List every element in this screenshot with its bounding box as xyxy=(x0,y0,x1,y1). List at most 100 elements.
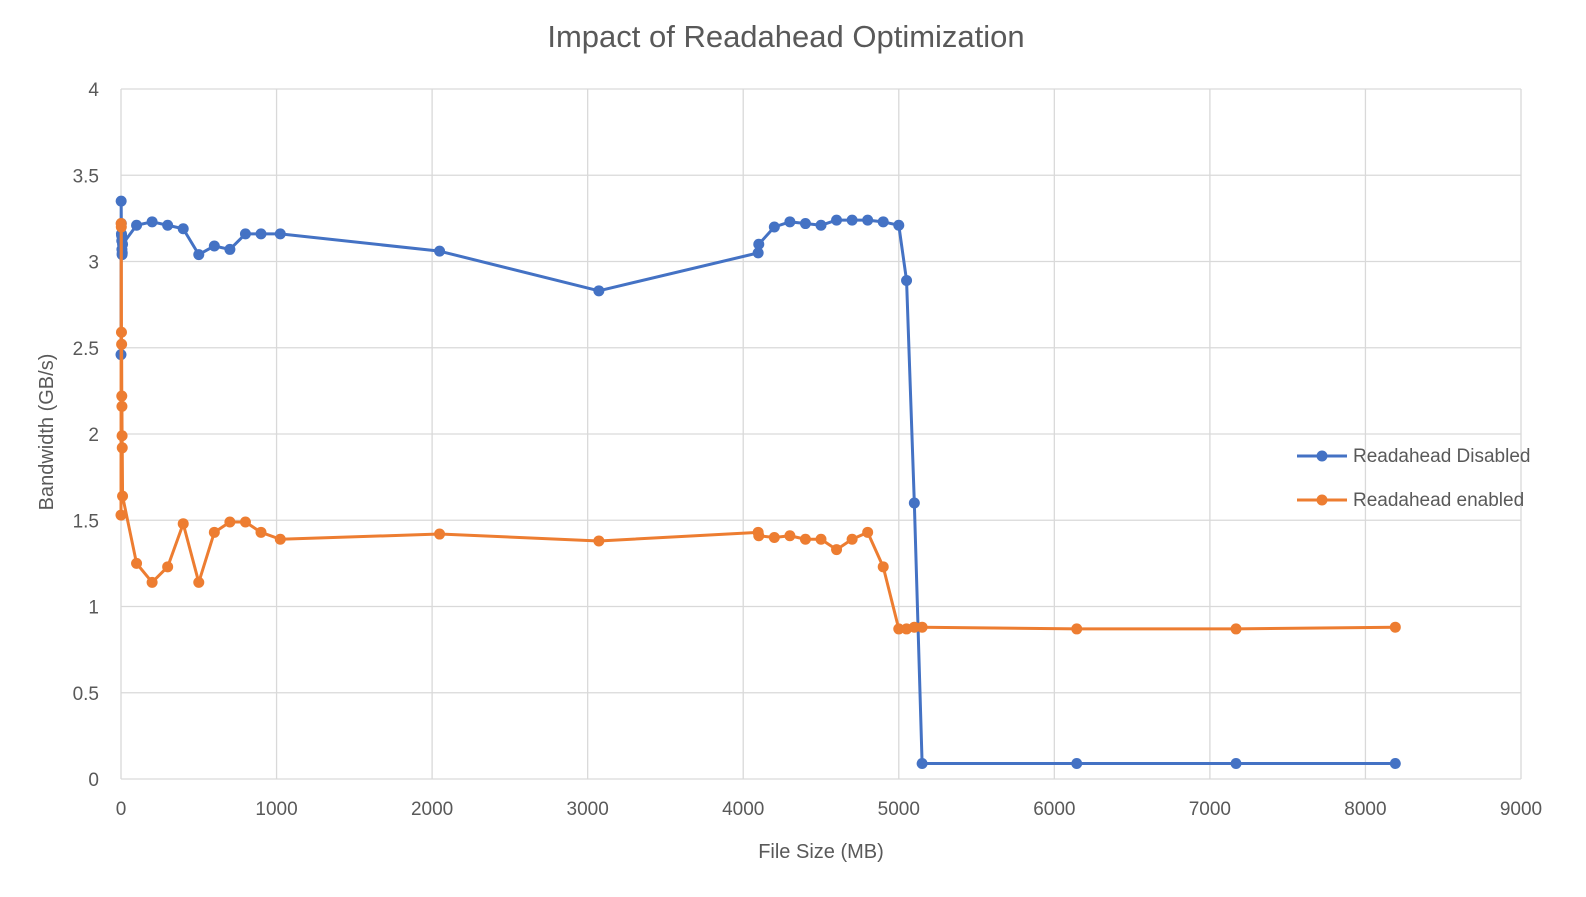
data-point-readahead-disabled[interactable] xyxy=(224,243,236,255)
legend-marker-readahead-enabled xyxy=(1316,494,1328,506)
data-point-readahead-disabled[interactable] xyxy=(893,219,905,231)
y-axis-title: Bandwidth (GB/s) xyxy=(36,354,58,511)
data-point-readahead-disabled[interactable] xyxy=(593,285,605,297)
data-point-readahead-enabled[interactable] xyxy=(117,490,129,502)
y-tick-label: 4 xyxy=(88,80,99,101)
data-point-readahead-enabled[interactable] xyxy=(162,561,174,573)
data-point-readahead-enabled[interactable] xyxy=(116,430,128,442)
data-point-readahead-enabled[interactable] xyxy=(784,530,796,542)
x-tick-label: 4000 xyxy=(722,799,764,820)
data-point-readahead-disabled[interactable] xyxy=(131,219,143,231)
data-point-readahead-disabled[interactable] xyxy=(146,216,158,228)
data-point-readahead-enabled[interactable] xyxy=(255,526,267,538)
data-point-readahead-disabled[interactable] xyxy=(274,228,286,240)
data-point-readahead-disabled[interactable] xyxy=(815,219,827,231)
data-point-readahead-disabled[interactable] xyxy=(434,245,446,257)
data-point-readahead-disabled[interactable] xyxy=(208,240,220,252)
y-tick-label: 3.5 xyxy=(73,166,99,187)
y-tick-label: 2.5 xyxy=(73,339,99,360)
legend-label-readahead-disabled: Readahead Disabled xyxy=(1353,446,1530,467)
data-point-readahead-disabled[interactable] xyxy=(877,216,889,228)
data-point-readahead-disabled[interactable] xyxy=(862,214,874,226)
data-point-readahead-enabled[interactable] xyxy=(1071,623,1083,635)
data-point-readahead-disabled[interactable] xyxy=(255,228,267,240)
data-point-readahead-enabled[interactable] xyxy=(115,509,127,521)
x-tick-label: 6000 xyxy=(1033,799,1075,820)
x-tick-label: 7000 xyxy=(1189,799,1231,820)
series-readahead-enabled xyxy=(115,218,1401,635)
x-axis-ticks: 0 1000 2000 3000 4000 5000 6000 7000 8000 9000 xyxy=(116,799,1542,820)
data-point-readahead-enabled[interactable] xyxy=(116,442,128,454)
data-point-readahead-disabled[interactable] xyxy=(177,223,189,235)
data-point-readahead-enabled[interactable] xyxy=(831,544,843,556)
x-tick-label: 8000 xyxy=(1344,799,1386,820)
data-point-readahead-disabled[interactable] xyxy=(239,228,251,240)
data-point-readahead-disabled[interactable] xyxy=(752,247,764,259)
data-point-readahead-enabled[interactable] xyxy=(846,533,858,545)
data-point-readahead-enabled[interactable] xyxy=(115,326,127,338)
data-point-readahead-enabled[interactable] xyxy=(208,526,220,538)
data-point-readahead-enabled[interactable] xyxy=(177,518,189,530)
data-point-readahead-disabled[interactable] xyxy=(1389,757,1401,769)
y-tick-label: 3 xyxy=(88,253,99,274)
legend-item-readahead-enabled[interactable]: Readahead enabled xyxy=(1297,490,1524,511)
x-tick-label: 9000 xyxy=(1500,799,1542,820)
data-point-readahead-enabled[interactable] xyxy=(815,533,827,545)
data-point-readahead-disabled[interactable] xyxy=(115,195,127,207)
data-point-readahead-enabled[interactable] xyxy=(434,528,446,540)
data-point-readahead-disabled[interactable] xyxy=(753,238,765,250)
data-point-readahead-enabled[interactable] xyxy=(116,338,128,350)
data-point-readahead-disabled[interactable] xyxy=(846,214,858,226)
data-point-readahead-enabled[interactable] xyxy=(768,532,780,543)
y-tick-label: 2 xyxy=(88,425,99,446)
y-tick-label: 0.5 xyxy=(73,684,99,705)
data-point-readahead-enabled[interactable] xyxy=(862,526,874,538)
x-axis-title: File Size (MB) xyxy=(758,841,884,863)
legend[interactable]: Readahead Disabled Readahead enabled xyxy=(1297,446,1530,511)
data-point-readahead-disabled[interactable] xyxy=(908,497,920,509)
data-point-readahead-enabled[interactable] xyxy=(274,533,286,545)
legend-item-readahead-disabled[interactable]: Readahead Disabled xyxy=(1297,446,1530,467)
data-point-readahead-enabled[interactable] xyxy=(1230,623,1242,635)
data-point-readahead-enabled[interactable] xyxy=(893,623,905,635)
y-tick-label: 1 xyxy=(88,598,99,619)
data-point-readahead-enabled[interactable] xyxy=(1389,621,1401,633)
data-point-readahead-enabled[interactable] xyxy=(799,533,811,545)
data-point-readahead-enabled[interactable] xyxy=(193,576,205,588)
data-point-readahead-disabled[interactable] xyxy=(1071,757,1083,769)
series-layer xyxy=(115,195,1401,769)
data-point-readahead-enabled[interactable] xyxy=(116,390,128,402)
x-tick-label: 1000 xyxy=(255,799,297,820)
chart-title: Impact of Readahead Optimization xyxy=(547,19,1024,54)
data-point-readahead-enabled[interactable] xyxy=(239,516,251,528)
data-point-readahead-disabled[interactable] xyxy=(916,757,928,769)
x-tick-label: 2000 xyxy=(411,799,453,820)
y-axis-ticks: 0 0.5 1 1.5 2 2.5 3 3.5 4 xyxy=(73,80,100,791)
y-tick-label: 1.5 xyxy=(73,511,99,532)
data-point-readahead-disabled[interactable] xyxy=(784,216,796,228)
data-point-readahead-disabled[interactable] xyxy=(799,218,811,230)
data-point-readahead-enabled[interactable] xyxy=(753,530,765,542)
data-point-readahead-enabled[interactable] xyxy=(146,576,158,588)
data-point-readahead-disabled[interactable] xyxy=(768,221,780,233)
data-point-readahead-disabled[interactable] xyxy=(1230,757,1242,769)
data-point-readahead-enabled[interactable] xyxy=(908,621,920,633)
data-point-readahead-disabled[interactable] xyxy=(901,274,913,286)
data-point-readahead-enabled[interactable] xyxy=(916,621,928,633)
data-point-readahead-enabled[interactable] xyxy=(877,561,889,573)
y-tick-label: 0 xyxy=(88,770,99,791)
data-point-readahead-enabled[interactable] xyxy=(116,400,128,412)
x-tick-label: 0 xyxy=(116,799,127,820)
data-point-readahead-enabled[interactable] xyxy=(593,535,605,547)
legend-marker-readahead-disabled xyxy=(1316,450,1328,462)
data-point-readahead-enabled[interactable] xyxy=(115,221,127,233)
data-point-readahead-disabled[interactable] xyxy=(193,249,205,261)
data-point-readahead-enabled[interactable] xyxy=(224,516,236,528)
data-point-readahead-disabled[interactable] xyxy=(162,219,174,231)
data-point-readahead-disabled[interactable] xyxy=(831,214,843,226)
x-tick-label: 5000 xyxy=(878,799,920,820)
data-point-readahead-enabled[interactable] xyxy=(131,557,143,569)
